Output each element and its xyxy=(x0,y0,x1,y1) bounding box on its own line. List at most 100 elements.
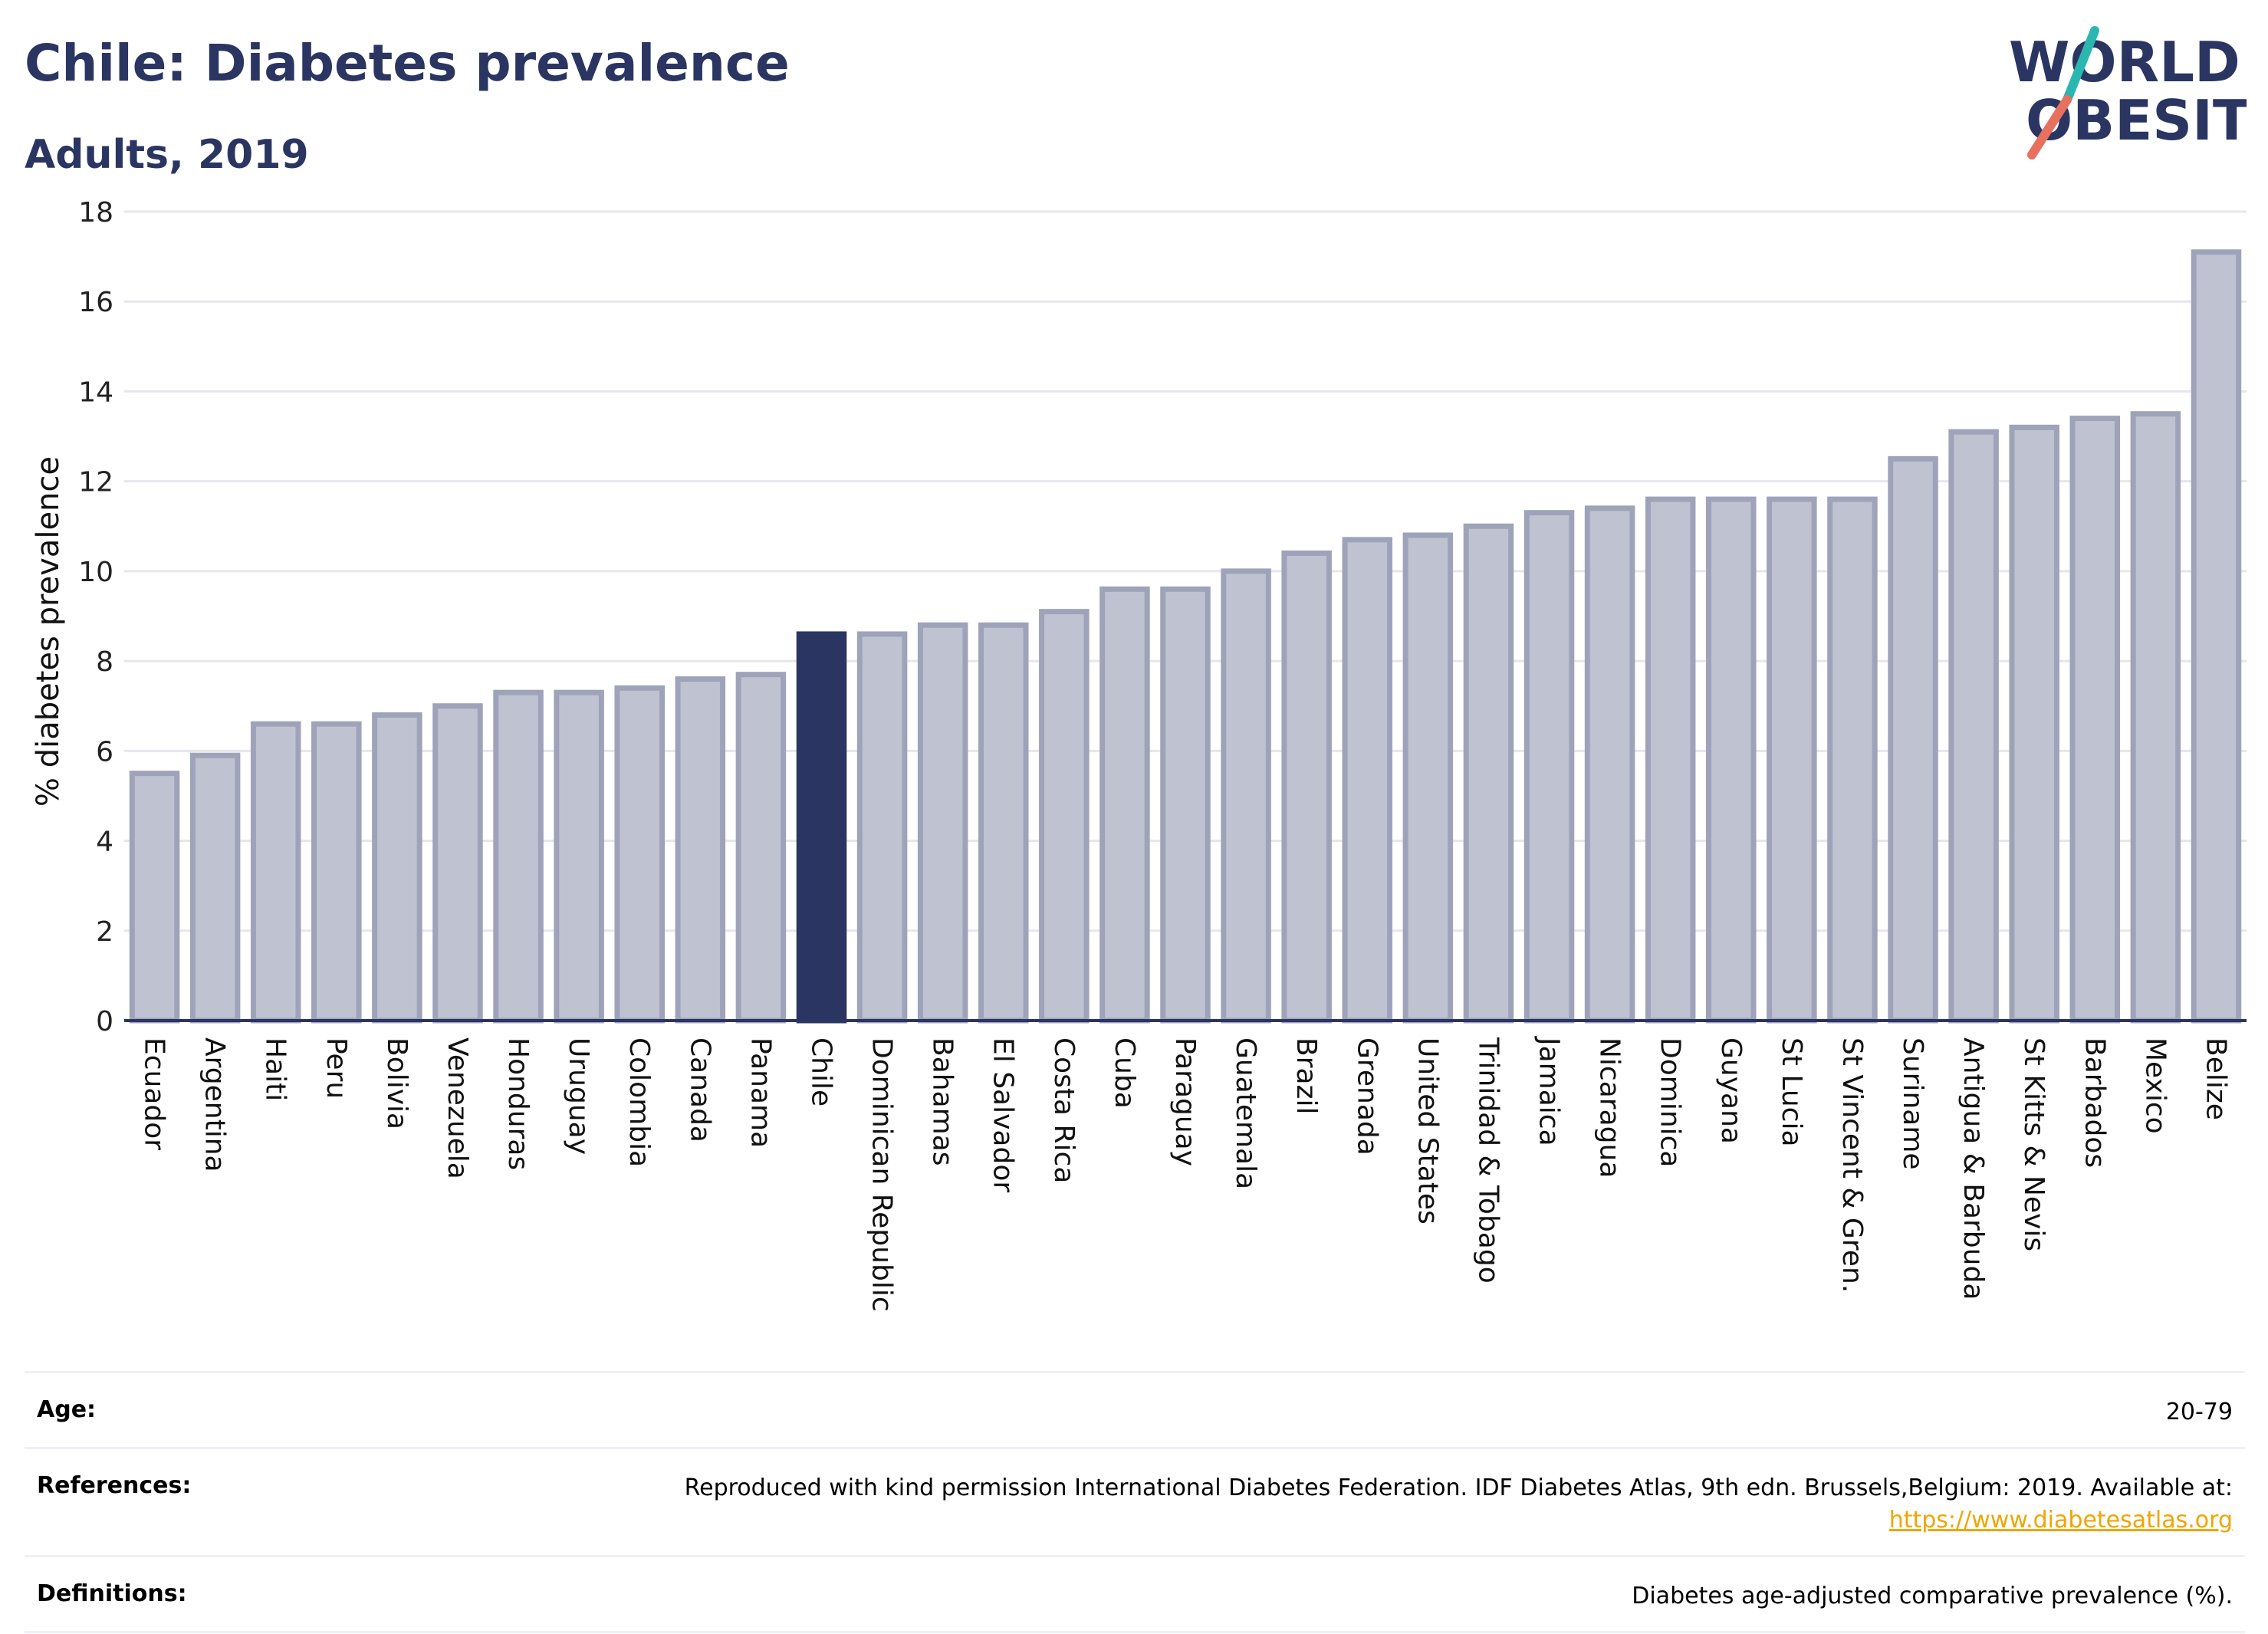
x-tick-label: Honduras xyxy=(502,1037,534,1170)
bar-colombia xyxy=(614,685,665,1024)
references-value: Reproduced with kind permission Internat… xyxy=(685,1472,2233,1537)
bar-jamaica xyxy=(1524,510,1575,1024)
chart-subtitle: Adults, 2019 xyxy=(25,132,309,178)
bar-trinidad-tobago xyxy=(1463,523,1514,1024)
y-tick-label: 2 xyxy=(96,916,113,948)
bar-nicaragua xyxy=(1584,505,1635,1024)
x-tick-label: St Vincent & Gren. xyxy=(1836,1037,1868,1293)
x-tick-label: Trinidad & Tobago xyxy=(1472,1037,1504,1284)
x-tick-label: Panama xyxy=(744,1037,776,1148)
x-tick-label: St Lucia xyxy=(1776,1037,1807,1147)
x-tick-label: Mexico xyxy=(2139,1037,2171,1134)
info-table: Age: 20-79 References: Reproduced with k… xyxy=(25,1371,2245,1633)
definitions-label: Definitions: xyxy=(37,1580,187,1607)
x-tick-label: Colombia xyxy=(623,1037,655,1167)
logo-slash-teal xyxy=(2063,26,2099,104)
bar-st-lucia xyxy=(1767,496,1817,1024)
age-value: 20-79 xyxy=(2165,1399,2233,1425)
bar-uruguay xyxy=(554,689,604,1024)
x-tick-label: Jamaica xyxy=(1533,1036,1565,1146)
references-label: References: xyxy=(37,1472,192,1499)
bar-ecuador xyxy=(129,771,180,1024)
bar-venezuela xyxy=(432,703,483,1024)
bar-bolivia xyxy=(372,712,422,1024)
y-axis-label: % diabetes prevalence xyxy=(31,456,66,807)
y-tick-label: 6 xyxy=(96,736,113,768)
y-tick-label: 16 xyxy=(78,287,113,318)
bar-brazil xyxy=(1281,550,1332,1024)
y-tick-label: 14 xyxy=(78,376,113,408)
y-tick-label: 12 xyxy=(78,467,113,498)
logo-word-world: WORLD xyxy=(2009,30,2240,94)
x-tick-label: United States xyxy=(1412,1037,1443,1225)
x-tick-label: Paraguay xyxy=(1169,1037,1201,1166)
bar-paraguay xyxy=(1160,586,1211,1024)
bar-suriname xyxy=(1888,455,1938,1024)
x-tick-label: Antigua & Barbuda xyxy=(1957,1037,1989,1300)
bar-barbados xyxy=(2069,416,2121,1024)
bar-mexico xyxy=(2130,411,2181,1024)
x-tick-label: Suriname xyxy=(1897,1037,1928,1170)
x-tick-label: Canada xyxy=(684,1037,715,1142)
x-tick-label: El Salvador xyxy=(988,1037,1019,1192)
x-tick-label: Belize xyxy=(2200,1037,2231,1120)
chart-title: Chile: Diabetes prevalence xyxy=(25,34,790,93)
references-link[interactable]: https://www.diabetesatlas.org xyxy=(1888,1507,2233,1534)
bar-honduras xyxy=(493,689,544,1024)
bar-guyana xyxy=(1706,496,1757,1024)
bar-canada xyxy=(675,676,726,1024)
bar-cuba xyxy=(1099,586,1150,1024)
x-tick-label: St Kitts & Nevis xyxy=(2018,1037,2049,1251)
x-tick-label: Bahamas xyxy=(927,1037,958,1166)
x-tick-label: Bolivia xyxy=(381,1037,413,1129)
bar-el-salvador xyxy=(978,622,1029,1024)
x-tick-label: Venezuela xyxy=(442,1037,473,1179)
bar-bahamas xyxy=(917,622,968,1024)
x-tick-label: Dominican Republic xyxy=(866,1037,898,1312)
bar-belize xyxy=(2191,249,2242,1024)
age-label: Age: xyxy=(37,1396,97,1423)
x-tick-label: Costa Rica xyxy=(1048,1037,1080,1183)
references-text: Reproduced with kind permission Internat… xyxy=(684,1475,2233,1501)
x-tick-label: Uruguay xyxy=(563,1037,594,1155)
bar-dominican-republic xyxy=(856,631,908,1024)
x-tick-label: Cuba xyxy=(1109,1037,1140,1109)
info-row-age: Age: 20-79 xyxy=(25,1371,2245,1447)
x-tick-label: Haiti xyxy=(260,1037,291,1101)
x-tick-label: Guatemala xyxy=(1230,1037,1261,1189)
info-row-references: References: Reproduced with kind permiss… xyxy=(25,1447,2245,1555)
bar-united-states xyxy=(1402,532,1454,1024)
x-tick-label: Guyana xyxy=(1715,1037,1747,1144)
bar-haiti xyxy=(250,721,301,1024)
definitions-value: Diabetes age-adjusted comparative preval… xyxy=(1632,1583,2233,1609)
bar-chile xyxy=(796,631,847,1024)
world-obesity-logo: WORLD OBESITY xyxy=(2009,26,2247,159)
x-tick-label: Ecuador xyxy=(139,1037,170,1150)
x-tick-label: Nicaragua xyxy=(1594,1037,1625,1178)
x-tick-label: Argentina xyxy=(199,1037,231,1172)
x-tick-label: Chile xyxy=(805,1037,837,1106)
bar-grenada xyxy=(1342,537,1393,1024)
bar-antigua-barbuda xyxy=(1948,429,1999,1024)
bar-peru xyxy=(311,721,362,1024)
x-tick-label: Peru xyxy=(320,1037,352,1099)
bar-costa-rica xyxy=(1039,609,1090,1024)
bar-st-kitts-nevis xyxy=(2009,424,2059,1024)
x-tick-label: Barbados xyxy=(2079,1037,2110,1168)
bar-dominica xyxy=(1645,496,1696,1024)
y-tick-label: 4 xyxy=(96,827,113,858)
bar-guatemala xyxy=(1221,568,1271,1024)
info-row-definitions: Definitions: Diabetes age-adjusted compa… xyxy=(25,1555,2245,1633)
x-tick-label: Grenada xyxy=(1351,1037,1382,1156)
y-tick-label: 0 xyxy=(96,1006,113,1037)
y-tick-label: 18 xyxy=(78,197,113,228)
y-tick-label: 10 xyxy=(78,557,113,588)
y-tick-label: 8 xyxy=(96,646,113,678)
bar-chart: 0 2 4 6 8 10 12 14 16 18 % diabetes prevalence Ecua… xyxy=(31,197,2247,1312)
x-tick-label: Brazil xyxy=(1290,1037,1322,1114)
bar-st-vincent-gren- xyxy=(1827,496,1878,1024)
bar-argentina xyxy=(189,752,241,1024)
logo-slash-red xyxy=(2027,95,2072,159)
bar-panama xyxy=(735,672,787,1024)
x-tick-label: Dominica xyxy=(1655,1037,1686,1168)
